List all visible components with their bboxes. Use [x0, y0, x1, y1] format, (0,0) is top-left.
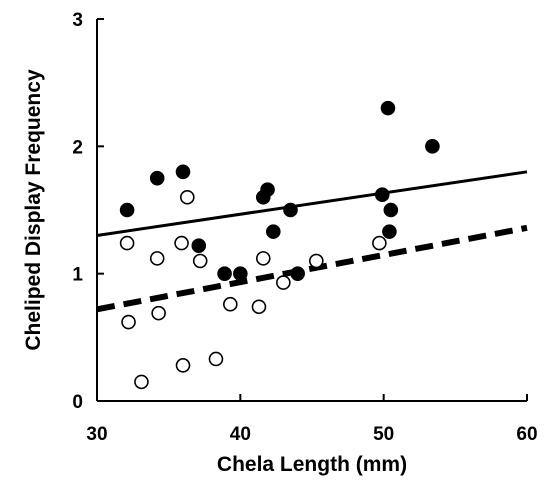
open-data-point [119, 235, 135, 251]
filled-data-point [149, 170, 165, 186]
open-data-point [192, 253, 208, 269]
filled-data-point [119, 202, 135, 218]
x-tick-label: 30 [86, 424, 107, 445]
filled-data-point [382, 224, 397, 239]
open-data-point [151, 305, 166, 321]
filled-data-point [191, 238, 207, 253]
open-data-point [251, 299, 267, 315]
fit-line-solid [96, 170, 528, 237]
filled-data-point [290, 266, 305, 281]
open-data-point [276, 275, 291, 290]
x-tick-label: 50 [373, 424, 394, 445]
data-points [119, 100, 440, 390]
fit-line-dashed [96, 224, 528, 313]
y-axis-title: Cheliped Display Frequency [22, 69, 45, 351]
filled-data-point [233, 266, 248, 281]
open-data-point [149, 251, 165, 266]
filled-data-point [383, 202, 399, 218]
filled-data-point [380, 100, 396, 116]
x-ticks: 30 40 50 60 [86, 394, 538, 445]
y-tick-label: 1 [72, 265, 83, 286]
y-ticks: 0 1 2 3 [72, 10, 104, 413]
plot-area: 30 40 50 60 0 1 2 3 [72, 10, 537, 445]
x-tick-label: 40 [230, 424, 251, 445]
filled-data-point [175, 164, 191, 180]
open-data-point [208, 351, 224, 367]
open-data-point [180, 189, 195, 205]
open-data-point [134, 374, 149, 390]
open-data-point [121, 314, 136, 330]
filled-data-point [265, 224, 281, 239]
filled-data-point [217, 266, 232, 281]
open-data-point [372, 235, 387, 251]
y-tick-label: 0 [72, 392, 83, 413]
filled-data-point [425, 139, 440, 154]
filled-data-point [283, 202, 298, 218]
y-tick-label: 3 [72, 10, 83, 31]
y-tick-label: 2 [72, 137, 83, 158]
x-axis-title: Chela Length (mm) [217, 453, 407, 476]
open-data-point [308, 253, 324, 269]
fit-lines [96, 170, 528, 313]
open-data-point [174, 235, 189, 251]
filled-data-point [374, 187, 390, 203]
x-tick-label: 60 [516, 424, 537, 445]
open-data-point [255, 251, 271, 266]
open-data-point [223, 296, 238, 312]
open-data-point [175, 358, 191, 373]
filled-data-point [260, 182, 275, 197]
